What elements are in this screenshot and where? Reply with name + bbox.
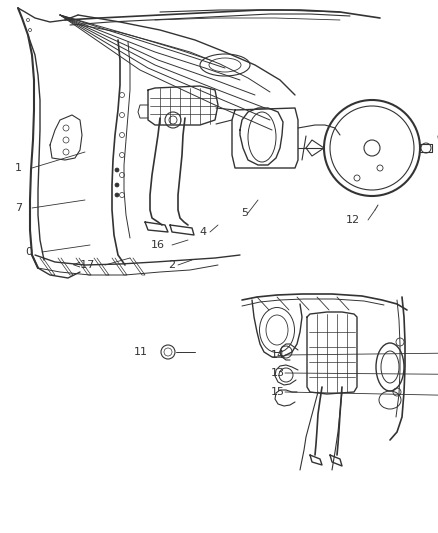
Text: 11: 11 <box>134 347 148 357</box>
Text: <17: <17 <box>72 260 95 270</box>
Text: 14: 14 <box>271 350 285 360</box>
Circle shape <box>115 168 119 172</box>
Text: 16: 16 <box>151 240 165 250</box>
Text: 0: 0 <box>25 247 32 257</box>
Circle shape <box>115 193 119 197</box>
Text: 15: 15 <box>271 387 285 397</box>
Circle shape <box>115 183 119 187</box>
Text: 4: 4 <box>200 227 207 237</box>
Text: 13: 13 <box>271 368 285 378</box>
Text: 5: 5 <box>241 208 248 218</box>
Text: 1: 1 <box>15 163 22 173</box>
Text: 12: 12 <box>346 215 360 225</box>
Text: 7: 7 <box>15 203 22 213</box>
Text: 2: 2 <box>168 260 175 270</box>
